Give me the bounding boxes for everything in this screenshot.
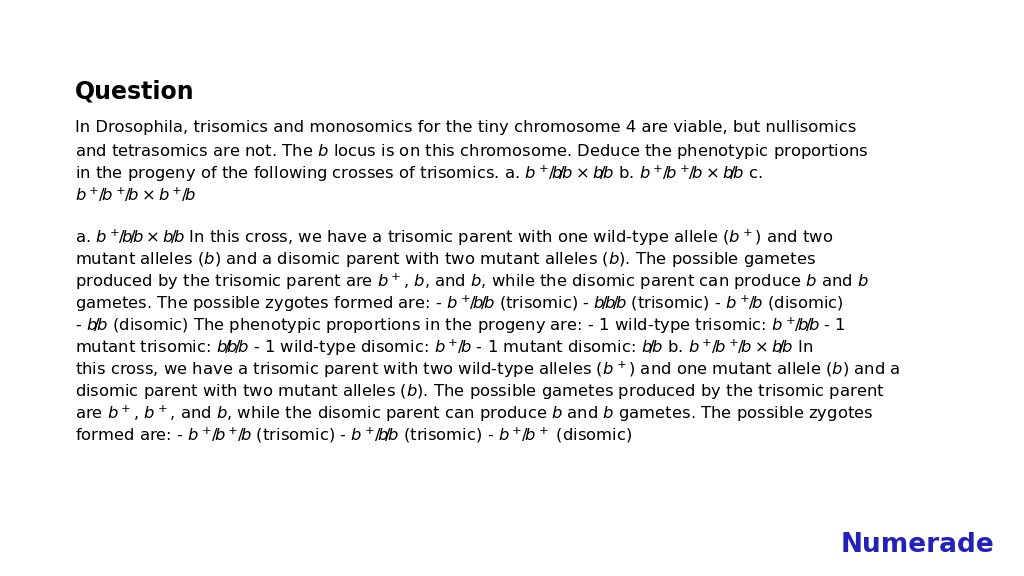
- Text: produced by the trisomic parent are $b^+$, $\mathit{b}$, and $\mathit{b}$, while: produced by the trisomic parent are $b^+…: [75, 272, 869, 292]
- Text: formed are: - $b^+\!/\!b^+\!/\!b$ (trisomic) - $b^+\!/\!b\!/\!b$ (trisomic) - $b: formed are: - $b^+\!/\!b^+\!/\!b$ (triso…: [75, 426, 632, 445]
- Text: a. $b^+\!/\!b\!/\!b \times b\!/\!b$ In this cross, we have a trisomic parent wit: a. $b^+\!/\!b\!/\!b \times b\!/\!b$ In t…: [75, 228, 834, 248]
- Text: disomic parent with two mutant alleles ($\mathit{b}$). The possible gametes prod: disomic parent with two mutant alleles (…: [75, 382, 885, 401]
- Text: are $b^+$, $b^+$, and $\mathit{b}$, while the disomic parent can produce $\mathi: are $b^+$, $b^+$, and $\mathit{b}$, whil…: [75, 404, 873, 425]
- Text: this cross, we have a trisomic parent with two wild-type alleles ($b^+$) and one: this cross, we have a trisomic parent wi…: [75, 360, 900, 380]
- Text: and tetrasomics are not. The $\mathit{b}$ locus is on this chromosome. Deduce th: and tetrasomics are not. The $\mathit{b}…: [75, 142, 868, 161]
- Text: Numerade: Numerade: [841, 532, 994, 558]
- Text: $b^+\!/\!b^+\!/\!b \times b^+\!/\!b$: $b^+\!/\!b^+\!/\!b \times b^+\!/\!b$: [75, 186, 196, 204]
- Text: - $b\!/\!b$ (disomic) The phenotypic proportions in the progeny are: - 1 wild-ty: - $b\!/\!b$ (disomic) The phenotypic pro…: [75, 316, 846, 336]
- Text: In Drosophila, trisomics and monosomics for the tiny chromosome 4 are viable, bu: In Drosophila, trisomics and monosomics …: [75, 120, 856, 135]
- Text: Question: Question: [75, 80, 195, 104]
- Text: mutant alleles ($\mathit{b}$) and a disomic parent with two mutant alleles ($\ma: mutant alleles ($\mathit{b}$) and a diso…: [75, 250, 816, 269]
- Text: in the progeny of the following crosses of trisomics. a. $b^+\!/\!b\!/\!b \times: in the progeny of the following crosses …: [75, 164, 763, 184]
- Text: mutant trisomic: $b\!/\!b\!/\!b$ - 1 wild-type disomic: $b^+\!/\!b$ - 1 mutant d: mutant trisomic: $b\!/\!b\!/\!b$ - 1 wil…: [75, 338, 813, 358]
- Text: gametes. The possible zygotes formed are: - $b^+\!/\!b\!/\!b$ (trisomic) - $b\!/: gametes. The possible zygotes formed are…: [75, 294, 844, 314]
